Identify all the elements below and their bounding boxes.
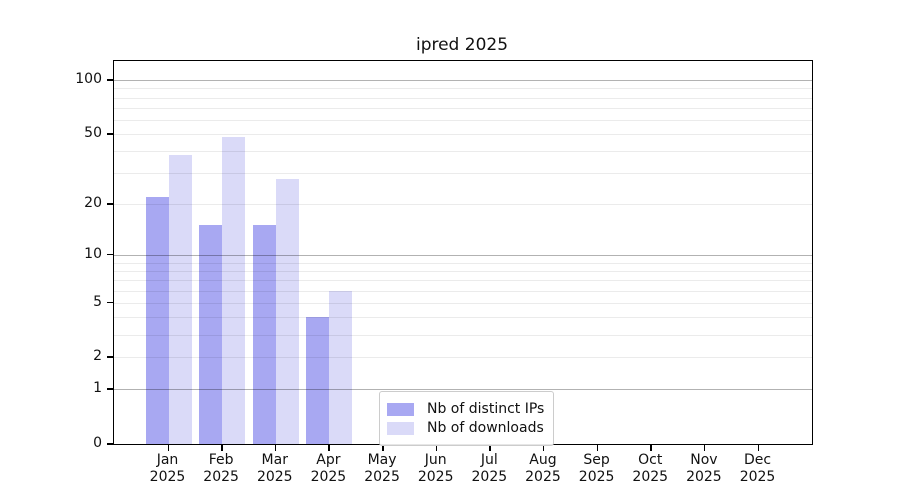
gridline-20 [114,204,812,206]
y-tick-label-0: 0 [93,435,102,451]
x-tick-label-feb: Feb 2025 [203,452,239,485]
gridline-minor-40 [114,151,812,153]
bar-nb-of-distinct-ips-feb [199,225,223,444]
gridline-minor-4 [114,317,812,319]
y-tick-label-20: 20 [84,195,102,212]
x-tick-label-aug: Aug 2025 [525,452,561,485]
legend-label-downloads: Nb of downloads [427,420,544,436]
y-tick-5 [107,301,113,304]
legend: Nb of distinct IPs Nb of downloads [379,391,555,446]
y-tick-10 [107,253,113,256]
gridline-minor-6 [114,290,812,292]
bar-nb-of-downloads-apr [329,290,353,444]
gridline-2 [114,357,812,359]
y-tick-label-5: 5 [93,293,102,310]
y-tick-label-1: 1 [93,380,102,397]
x-tick-mar [274,445,277,451]
x-tick-label-jan: Jan 2025 [149,452,186,485]
y-tick-label-10: 10 [84,245,102,262]
x-tick-aug [542,445,545,451]
legend-item-downloads: Nb of downloads [387,420,544,436]
x-tick-label-apr: Apr 2025 [310,452,347,485]
x-tick-oct [650,445,652,451]
x-tick-label-may: May 2025 [364,452,400,485]
legend-swatch-downloads [387,421,414,435]
x-tick-jan [167,445,169,451]
legend-swatch-distinct-ips [387,402,414,416]
gridline-5 [114,302,812,304]
plot-area [113,60,813,445]
bar-nb-of-distinct-ips-jan [145,196,169,444]
gridline-minor-8 [114,270,812,272]
gridline-10 [114,254,812,256]
x-tick-feb [221,445,223,451]
x-tick-label-jul: Jul 2025 [471,452,508,485]
x-tick-jun [435,445,438,451]
x-tick-jul [489,445,491,451]
bar-nb-of-downloads-feb [222,137,246,444]
gridline-minor-90 [114,88,812,90]
bar-nb-of-distinct-ips-apr [306,317,330,444]
y-tick-label-2: 2 [93,348,102,365]
x-tick-may [382,445,384,451]
gridline-minor-9 [114,262,812,264]
y-tick-100 [107,79,113,81]
x-tick-label-nov: Nov 2025 [686,452,722,485]
legend-item-distinct-ips: Nb of distinct IPs [387,401,544,417]
x-tick-apr [328,445,330,451]
x-tick-label-jun: Jun 2025 [417,452,454,485]
gridline-minor-60 [114,119,812,121]
x-tick-label-sep: Sep 2025 [578,452,615,485]
x-tick-label-mar: Mar 2025 [256,452,293,485]
gridline-100 [114,80,812,82]
y-tick-20 [107,203,113,205]
bar-nb-of-distinct-ips-mar [252,225,276,444]
x-tick-label-dec: Dec 2025 [739,452,776,485]
y-tick-2 [107,356,113,358]
gridline-minor-80 [114,97,812,99]
y-tick-50 [107,133,113,135]
gridline-minor-7 [114,280,812,282]
gridline-minor-30 [114,173,812,175]
y-tick-1 [107,388,113,390]
x-tick-dec [757,445,760,451]
gridline-minor-3 [114,334,812,336]
x-tick-nov [703,445,706,451]
y-tick-label-50: 50 [84,125,102,142]
gridline-minor-70 [114,107,812,109]
chart-title: ipred 2025 [415,35,509,55]
gridline-50 [114,134,812,136]
x-tick-sep [596,445,599,451]
bar-nb-of-downloads-mar [275,178,299,444]
legend-label-distinct-ips: Nb of distinct IPs [427,401,545,417]
gridline-1 [114,389,812,391]
y-tick-0 [107,443,113,445]
x-tick-label-oct: Oct 2025 [632,452,669,485]
bar-nb-of-downloads-jan [168,155,192,444]
y-tick-label-100: 100 [75,71,102,88]
